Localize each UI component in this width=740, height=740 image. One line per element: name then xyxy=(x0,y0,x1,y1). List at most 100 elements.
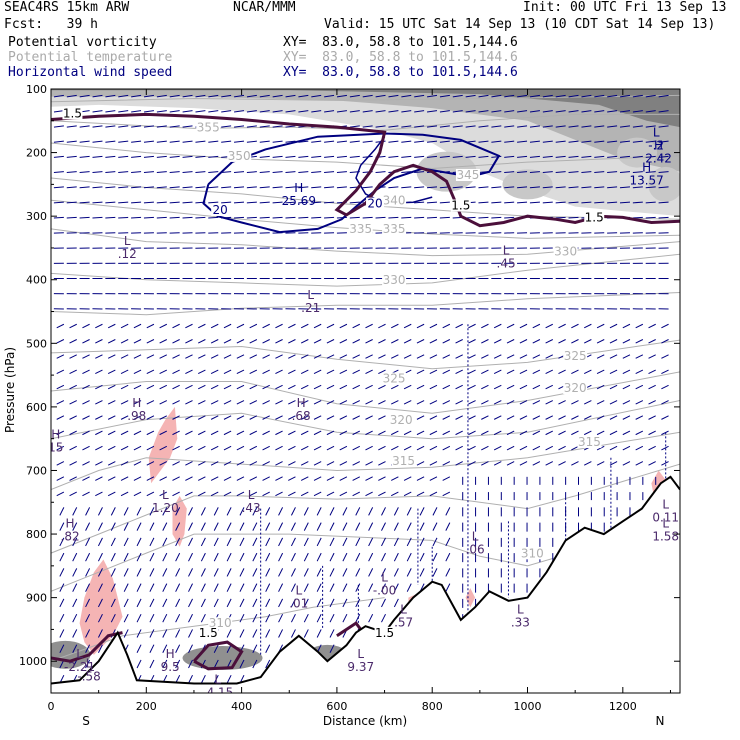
wind-vector xyxy=(326,491,335,497)
wind-vector xyxy=(532,400,541,405)
wind-vector xyxy=(532,384,541,390)
wind-vector xyxy=(51,583,52,592)
wind-vector xyxy=(136,598,142,608)
theta-contour-label: 325 xyxy=(564,349,587,363)
wind-vector xyxy=(143,94,155,98)
wind-vector xyxy=(265,659,271,669)
wind-vector xyxy=(316,568,322,577)
wind-vector xyxy=(149,644,155,653)
wind-vector xyxy=(97,522,103,531)
wind-vector xyxy=(82,476,90,481)
wind-vector xyxy=(365,384,373,390)
wind-vector xyxy=(506,430,515,436)
pv-shade-low-blob xyxy=(182,646,263,671)
wind-vector xyxy=(120,400,129,405)
wind-vector xyxy=(648,415,656,420)
wind-vector xyxy=(571,445,579,451)
wind-vector xyxy=(149,537,155,547)
wind-vector xyxy=(316,522,322,531)
wind-vector xyxy=(375,216,386,219)
wind-vector xyxy=(223,445,232,451)
wind-vector xyxy=(583,430,592,436)
wind-vector xyxy=(246,110,257,113)
wind-vector xyxy=(136,537,142,547)
wind-vector xyxy=(401,94,412,98)
wind-vector xyxy=(583,339,592,344)
wind-vector xyxy=(336,94,347,98)
wind-vector xyxy=(506,339,515,344)
theta-contour xyxy=(51,371,680,414)
wind-vector xyxy=(635,384,644,390)
wind-vector xyxy=(491,201,502,204)
extremum-letter: L xyxy=(307,288,314,302)
wind-vector xyxy=(365,354,373,359)
wind-vector xyxy=(326,400,335,405)
wind-vector xyxy=(221,110,232,113)
wind-vector xyxy=(506,323,515,329)
wind-vector xyxy=(252,537,258,547)
wind-vector xyxy=(426,201,438,204)
theta-label-bg xyxy=(563,382,588,394)
wind-vector xyxy=(452,155,463,158)
wind-vector xyxy=(581,186,592,189)
wind-vector xyxy=(288,445,296,451)
wind-vector xyxy=(607,94,618,98)
wind-vector xyxy=(622,384,631,390)
wind-vector xyxy=(300,476,309,481)
wind-vector xyxy=(468,384,476,390)
wind-vector xyxy=(133,354,142,359)
wind-vector xyxy=(85,568,91,577)
wind-vector xyxy=(517,125,528,128)
wind-vector xyxy=(208,140,219,143)
wind-vector xyxy=(79,155,90,158)
wind-vector xyxy=(658,140,669,143)
wind-vector xyxy=(172,415,180,420)
wind-vector xyxy=(162,659,168,669)
wind-vector xyxy=(403,400,412,405)
wind-vector xyxy=(53,155,64,158)
wind-vector xyxy=(365,339,373,344)
wind-vector xyxy=(223,430,232,436)
wind-vector xyxy=(336,216,347,219)
wind-vector xyxy=(635,323,644,329)
wind-vector xyxy=(110,507,116,516)
wind-vector xyxy=(324,201,335,204)
wind-vector xyxy=(175,507,181,516)
wind-vector xyxy=(156,171,167,174)
wind-vector xyxy=(208,186,219,189)
wind-vector xyxy=(169,110,180,113)
extremum-letter: H xyxy=(51,428,60,442)
wind-vector xyxy=(661,415,669,420)
wind-vector xyxy=(133,400,142,405)
wind-vector xyxy=(51,568,52,577)
wind-vector xyxy=(329,644,335,653)
wind-vector xyxy=(56,430,65,436)
wind-vector xyxy=(493,461,502,466)
wind-vector xyxy=(298,110,309,113)
wind-vector xyxy=(352,430,361,436)
wind-vector xyxy=(51,140,52,143)
wind-vector xyxy=(303,552,309,562)
wind-vector xyxy=(59,552,65,562)
wind-vector xyxy=(285,94,296,98)
wind-vector xyxy=(82,430,90,436)
wind-vector xyxy=(583,369,592,375)
wind-vector xyxy=(635,415,644,420)
wind-vector xyxy=(583,400,592,405)
wind-vector xyxy=(401,140,412,143)
wind-vector xyxy=(542,94,553,98)
wind-vector xyxy=(355,507,361,516)
wind-vector xyxy=(146,461,155,466)
extremum-value: .12 xyxy=(118,247,137,261)
wind-vector xyxy=(468,400,476,405)
wind-vector xyxy=(432,537,438,547)
wind-vector xyxy=(542,155,553,158)
wind-vector xyxy=(56,339,65,344)
wind-vector xyxy=(92,171,103,174)
wind-vector xyxy=(645,110,656,113)
wind-vector xyxy=(262,430,270,436)
wind-vector xyxy=(262,323,270,329)
wind-vector xyxy=(162,507,168,516)
wind-vector xyxy=(391,354,399,359)
wind-vector xyxy=(381,598,386,608)
